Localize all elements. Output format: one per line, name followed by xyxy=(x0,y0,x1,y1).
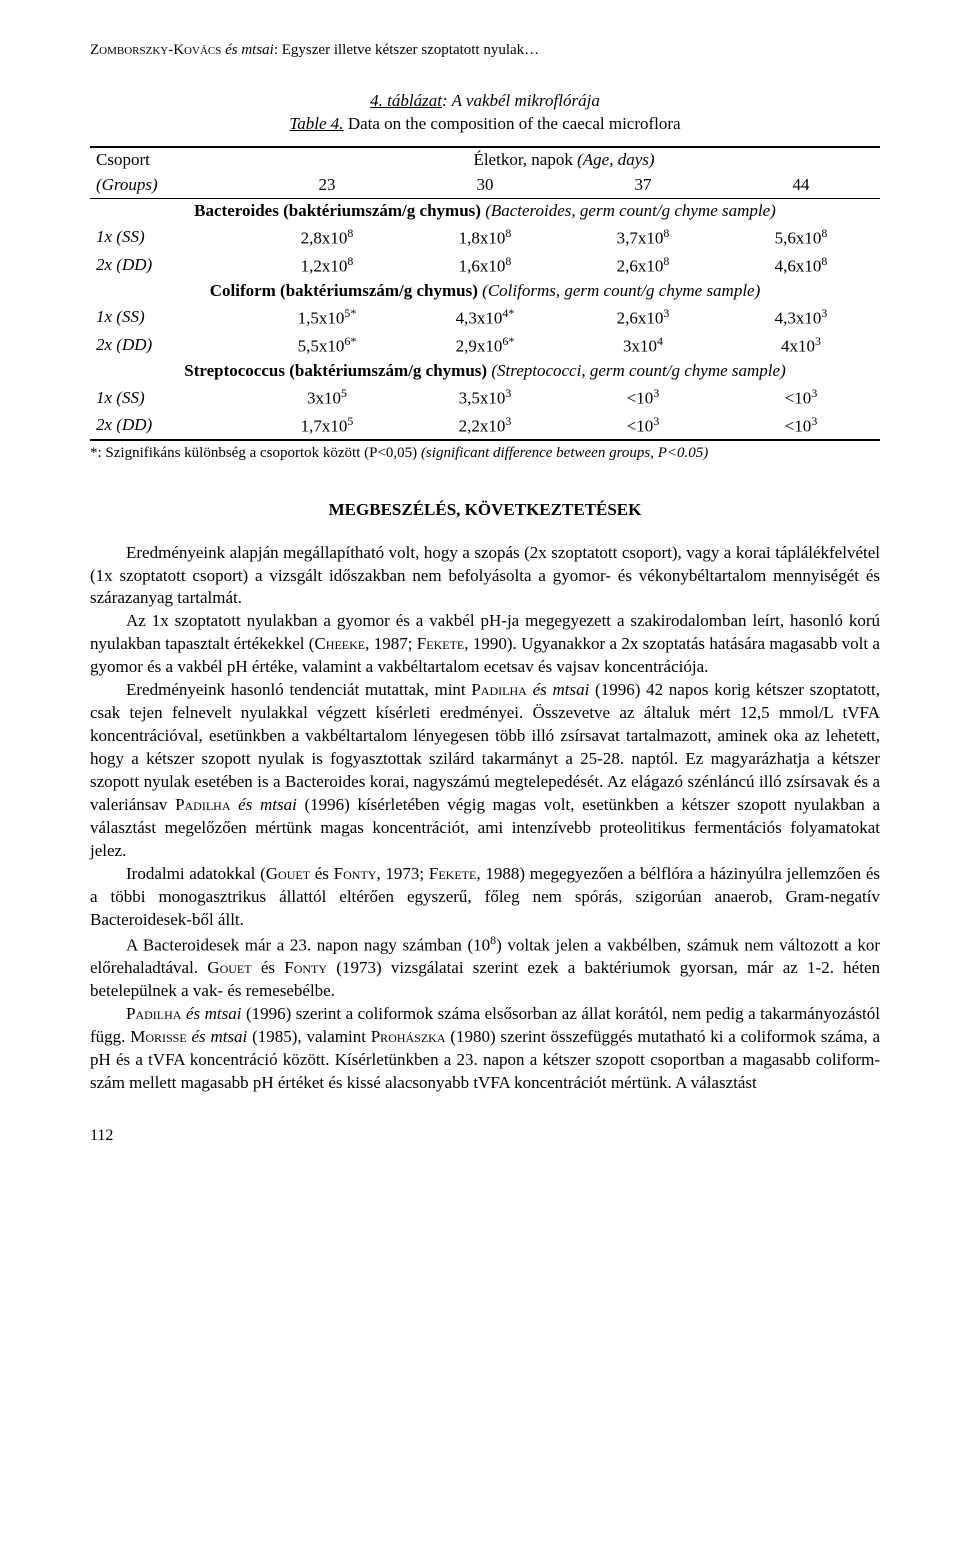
table-cell: 3x104 xyxy=(564,332,722,360)
table-cell: 1,7x105 xyxy=(248,412,406,441)
table-cell: 2,6x108 xyxy=(564,252,722,280)
section-heading: MEGBESZÉLÉS, KÖVETKEZTETÉSEK xyxy=(90,499,880,522)
table-cell: <103 xyxy=(564,412,722,441)
table-cell: 4,3x104* xyxy=(406,304,564,332)
microflora-table: Csoport Életkor, napok (Age, days) (Grou… xyxy=(90,146,880,441)
table-cell: 5,5x106* xyxy=(248,332,406,360)
row-label: 2x (DD) xyxy=(90,412,248,441)
row-label: 2x (DD) xyxy=(90,252,248,280)
body-paragraph: Eredményeink hasonló tendenciát mutattak… xyxy=(90,679,880,863)
group-label-en: (Groups) xyxy=(90,173,248,198)
row-label: 2x (DD) xyxy=(90,332,248,360)
table-cell: 2,8x108 xyxy=(248,224,406,252)
header-title: : Egyszer illetve kétszer szoptatott nyu… xyxy=(274,42,539,58)
table-cell: 3,7x108 xyxy=(564,224,722,252)
table-cell: 1,2x108 xyxy=(248,252,406,280)
table-footnote: *: Szignifikáns különbség a csoportok kö… xyxy=(90,443,880,463)
age-label: Életkor, napok xyxy=(473,150,577,169)
table-cell: <103 xyxy=(722,384,880,412)
age-col-0: 23 xyxy=(248,173,406,198)
section-1-title: Coliform (baktériumszám/g chymus) (Colif… xyxy=(90,279,880,304)
age-label-en: (Age, days) xyxy=(577,150,654,169)
age-col-1: 30 xyxy=(406,173,564,198)
header-author: Zomborszky-Kovács xyxy=(90,42,221,58)
row-label: 1x (SS) xyxy=(90,384,248,412)
row-label: 1x (SS) xyxy=(90,224,248,252)
table-cell: 3x105 xyxy=(248,384,406,412)
table-cell: 5,6x108 xyxy=(722,224,880,252)
row-label: 1x (SS) xyxy=(90,304,248,332)
body-paragraph: A Bacteroidesek már a 23. napon nagy szá… xyxy=(90,932,880,1003)
table-cell: <103 xyxy=(722,412,880,441)
age-col-2: 37 xyxy=(564,173,722,198)
table-cell: 2,6x103 xyxy=(564,304,722,332)
body-text: Eredményeink alapján megállapítható volt… xyxy=(90,542,880,1095)
table-caption: 4. táblázat: A vakbél mikroflórája Table… xyxy=(90,90,880,136)
group-label: Csoport xyxy=(90,147,248,173)
caption-2-rest: Data on the composition of the caecal mi… xyxy=(344,114,681,133)
table-cell: 4,6x108 xyxy=(722,252,880,280)
running-header: Zomborszky-Kovács és mtsai: Egyszer ille… xyxy=(90,40,880,60)
table-cell: 1,8x108 xyxy=(406,224,564,252)
header-etal: és mtsai xyxy=(221,42,274,58)
caption-2-prefix: Table 4. xyxy=(289,114,343,133)
table-cell: 2,2x103 xyxy=(406,412,564,441)
age-col-3: 44 xyxy=(722,173,880,198)
table-cell: 3,5x103 xyxy=(406,384,564,412)
caption-1-prefix: 4. táblázat xyxy=(370,91,442,110)
body-paragraph: Az 1x szoptatott nyulakban a gyomor és a… xyxy=(90,610,880,679)
caption-1-rest: : A vakbél mikroflórája xyxy=(442,91,600,110)
section-0-title: Bacteroides (baktériumszám/g chymus) (Ba… xyxy=(90,199,880,224)
table-cell: 1,6x108 xyxy=(406,252,564,280)
body-paragraph: Padilha és mtsai (1996) szerint a colifo… xyxy=(90,1003,880,1095)
body-paragraph: Eredményeink alapján megállapítható volt… xyxy=(90,542,880,611)
table-cell: 2,9x106* xyxy=(406,332,564,360)
section-2-title: Streptococcus (baktériumszám/g chymus) (… xyxy=(90,359,880,384)
table-cell: 1,5x105* xyxy=(248,304,406,332)
body-paragraph: Irodalmi adatokkal (Gouet és Fonty, 1973… xyxy=(90,863,880,932)
table-cell: 4x103 xyxy=(722,332,880,360)
table-cell: <103 xyxy=(564,384,722,412)
page-number: 112 xyxy=(90,1125,880,1147)
table-cell: 4,3x103 xyxy=(722,304,880,332)
